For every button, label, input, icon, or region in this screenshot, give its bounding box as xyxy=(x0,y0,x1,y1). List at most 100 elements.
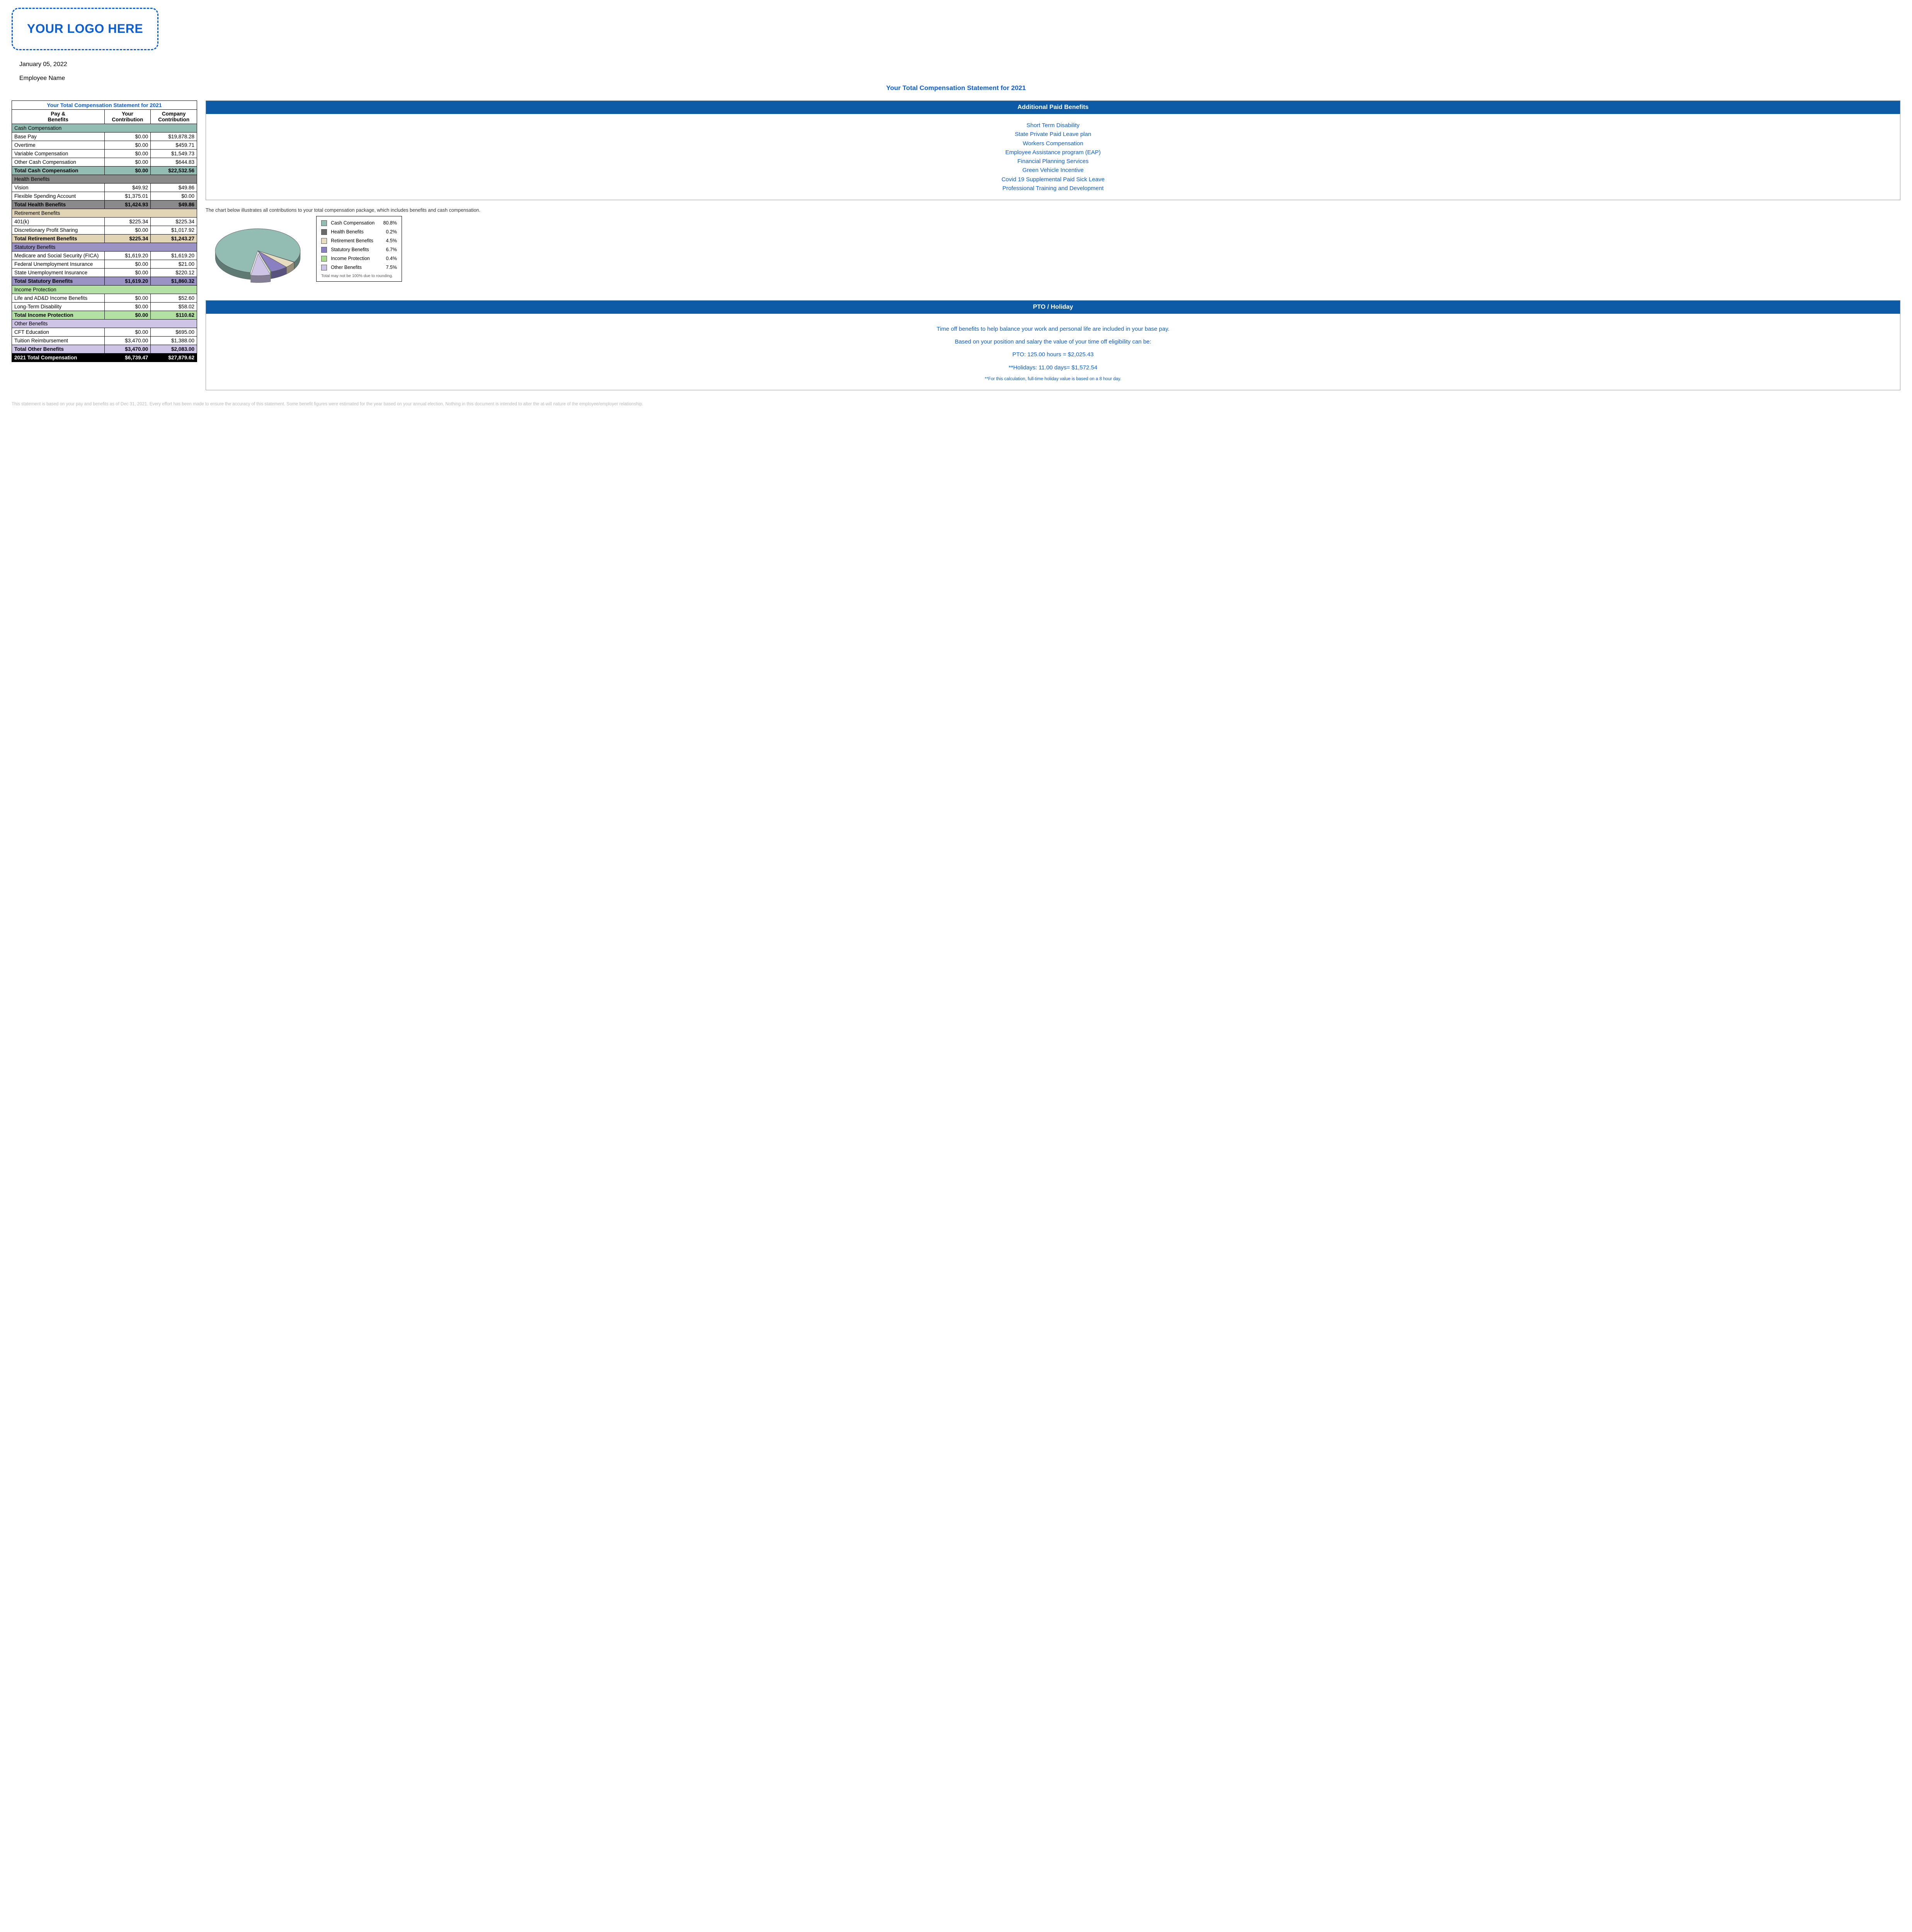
section-header: Health Benefits xyxy=(12,175,197,184)
section-total-row: Total Cash Compensation$0.00$22,532.56 xyxy=(12,167,197,175)
table-row: Life and AD&D Income Benefits$0.00$52.60 xyxy=(12,294,197,303)
pto-p2: Based on your position and salary the va… xyxy=(211,337,1895,346)
legend-note: Total may not be 100% due to rounding. xyxy=(321,274,397,278)
total-label: Total Retirement Benefits xyxy=(12,235,105,243)
row-your: $0.00 xyxy=(104,269,151,277)
benefit-item: Covid 19 Supplemental Paid Sick Leave xyxy=(211,175,1895,184)
total-label: Total Health Benefits xyxy=(12,201,105,209)
disclaimer: This statement is based on your pay and … xyxy=(12,401,1900,407)
table-row: Base Pay$0.00$19,878.28 xyxy=(12,133,197,141)
row-label: Vision xyxy=(12,184,105,192)
pto-line: PTO: 125.00 hours = $2,025.43 xyxy=(211,350,1895,359)
col-header-pay-benefits: Pay &Benefits xyxy=(12,110,105,124)
grand-total-row: 2021 Total Compensation$6,739.47$27,879.… xyxy=(12,354,197,362)
legend-swatch xyxy=(321,265,327,270)
grand-total-company: $27,879.62 xyxy=(151,354,197,362)
row-company: $0.00 xyxy=(151,192,197,201)
row-your: $0.00 xyxy=(104,328,151,337)
legend-swatch xyxy=(321,220,327,226)
legend-label: Statutory Benefits xyxy=(331,247,383,252)
legend-item: Statutory Benefits6.7% xyxy=(321,247,397,253)
total-label: Total Income Protection xyxy=(12,311,105,320)
total-label: Total Other Benefits xyxy=(12,345,105,354)
table-row: Flexible Spending Account$1,375.01$0.00 xyxy=(12,192,197,201)
row-your: $0.00 xyxy=(104,158,151,167)
total-company: $110.62 xyxy=(151,311,197,320)
section-total-row: Total Health Benefits$1,424.93$49.86 xyxy=(12,201,197,209)
section-total-row: Total Retirement Benefits$225.34$1,243.2… xyxy=(12,235,197,243)
legend-label: Retirement Benefits xyxy=(331,238,383,243)
legend-label: Cash Compensation xyxy=(331,220,380,226)
total-label: Total Cash Compensation xyxy=(12,167,105,175)
section-total-row: Total Statutory Benefits$1,619.20$1,860.… xyxy=(12,277,197,286)
row-company: $1,619.20 xyxy=(151,252,197,260)
benefit-item: Professional Training and Development xyxy=(211,184,1895,193)
row-label: Variable Compensation xyxy=(12,150,105,158)
pto-title: PTO / Holiday xyxy=(206,301,1900,314)
row-label: Federal Unemployment Insurance xyxy=(12,260,105,269)
col-header-company-contribution: CompanyContribution xyxy=(151,110,197,124)
col-header-your-contribution: YourContribution xyxy=(104,110,151,124)
section-header: Statutory Benefits xyxy=(12,243,197,252)
legend-pct: 4.5% xyxy=(386,238,397,243)
row-label: Base Pay xyxy=(12,133,105,141)
row-label: Medicare and Social Security (FICA) xyxy=(12,252,105,260)
legend-pct: 0.2% xyxy=(386,229,397,235)
row-company: $1,017.92 xyxy=(151,226,197,235)
chart-section: The chart below illustrates all contribu… xyxy=(206,207,1900,293)
pto-p1: Time off benefits to help balance your w… xyxy=(211,325,1895,333)
section-total-row: Total Other Benefits$3,470.00$2,083.00 xyxy=(12,345,197,354)
row-label: Life and AD&D Income Benefits xyxy=(12,294,105,303)
table-row: CFT Education$0.00$695.00 xyxy=(12,328,197,337)
pto-card: PTO / Holiday Time off benefits to help … xyxy=(206,300,1900,390)
table-row: Overtime$0.00$459.71 xyxy=(12,141,197,150)
employee-name: Employee Name xyxy=(19,75,1900,82)
section-header: Cash Compensation xyxy=(12,124,197,133)
benefit-item: State Private Paid Leave plan xyxy=(211,130,1895,139)
benefit-item: Workers Compensation xyxy=(211,139,1895,148)
total-company: $2,083.00 xyxy=(151,345,197,354)
row-your: $0.00 xyxy=(104,294,151,303)
row-label: Other Cash Compensation xyxy=(12,158,105,167)
table-row: State Unemployment Insurance$0.00$220.12 xyxy=(12,269,197,277)
total-your: $0.00 xyxy=(104,167,151,175)
table-row: Variable Compensation$0.00$1,549.73 xyxy=(12,150,197,158)
grand-total-label: 2021 Total Compensation xyxy=(12,354,105,362)
benefit-item: Financial Planning Services xyxy=(211,157,1895,166)
row-your: $0.00 xyxy=(104,141,151,150)
table-row: Discretionary Profit Sharing$0.00$1,017.… xyxy=(12,226,197,235)
compensation-pie-chart xyxy=(206,216,310,293)
total-your: $1,619.20 xyxy=(104,277,151,286)
chart-caption: The chart below illustrates all contribu… xyxy=(206,207,1900,214)
legend-swatch xyxy=(321,247,327,253)
section-header: Other Benefits xyxy=(12,320,197,328)
row-company: $1,388.00 xyxy=(151,337,197,345)
legend-swatch xyxy=(321,238,327,244)
row-company: $1,549.73 xyxy=(151,150,197,158)
legend-item: Health Benefits0.2% xyxy=(321,229,397,235)
section-total-row: Total Income Protection$0.00$110.62 xyxy=(12,311,197,320)
legend-label: Other Benefits xyxy=(331,265,383,270)
legend-item: Income Protection0.4% xyxy=(321,256,397,262)
row-your: $49.92 xyxy=(104,184,151,192)
row-your: $0.00 xyxy=(104,226,151,235)
table-title: Your Total Compensation Statement for 20… xyxy=(12,101,197,110)
row-your: $225.34 xyxy=(104,218,151,226)
row-label: 401(k) xyxy=(12,218,105,226)
total-company: $22,532.56 xyxy=(151,167,197,175)
total-company: $1,243.27 xyxy=(151,235,197,243)
legend-pct: 80.8% xyxy=(383,220,397,226)
statement-date: January 05, 2022 xyxy=(19,61,1900,68)
legend-pct: 6.7% xyxy=(386,247,397,252)
row-your: $1,375.01 xyxy=(104,192,151,201)
row-label: State Unemployment Insurance xyxy=(12,269,105,277)
row-company: $58.02 xyxy=(151,303,197,311)
compensation-table: Your Total Compensation Statement for 20… xyxy=(12,100,197,362)
legend-pct: 7.5% xyxy=(386,265,397,270)
legend-item: Retirement Benefits4.5% xyxy=(321,238,397,244)
row-company: $49.86 xyxy=(151,184,197,192)
total-your: $225.34 xyxy=(104,235,151,243)
row-company: $644.83 xyxy=(151,158,197,167)
table-row: 401(k)$225.34$225.34 xyxy=(12,218,197,226)
pto-body: Time off benefits to help balance your w… xyxy=(206,314,1900,390)
